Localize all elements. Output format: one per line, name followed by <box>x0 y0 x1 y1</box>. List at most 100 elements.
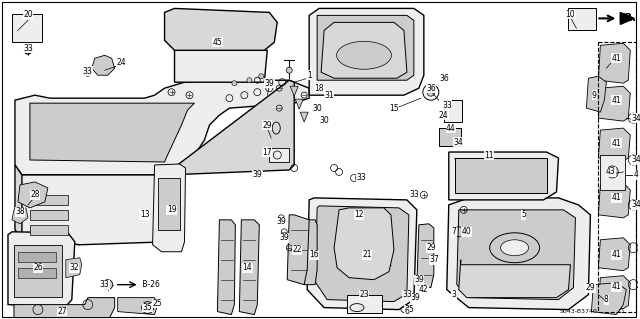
Text: 17: 17 <box>262 147 272 157</box>
Text: D: D <box>619 309 624 314</box>
Text: 23: 23 <box>359 290 369 299</box>
Text: 35: 35 <box>404 305 414 314</box>
Text: 34: 34 <box>632 155 640 165</box>
Circle shape <box>606 166 618 178</box>
Ellipse shape <box>490 233 540 263</box>
Polygon shape <box>218 220 236 315</box>
Polygon shape <box>175 50 268 82</box>
Text: 40: 40 <box>462 227 472 236</box>
Circle shape <box>145 305 150 311</box>
Polygon shape <box>152 164 186 252</box>
Polygon shape <box>591 283 627 315</box>
Polygon shape <box>317 15 414 80</box>
Polygon shape <box>598 183 630 218</box>
Text: 25: 25 <box>153 299 163 308</box>
Polygon shape <box>447 198 590 310</box>
Text: 29: 29 <box>426 243 436 252</box>
Circle shape <box>247 78 252 83</box>
Polygon shape <box>15 165 80 245</box>
Polygon shape <box>239 220 259 315</box>
Text: 38: 38 <box>15 207 25 216</box>
Text: 16: 16 <box>309 250 319 259</box>
Bar <box>157 178 179 230</box>
Polygon shape <box>321 22 407 78</box>
Circle shape <box>24 46 32 54</box>
Polygon shape <box>449 152 559 200</box>
Circle shape <box>103 280 113 290</box>
Polygon shape <box>164 8 277 50</box>
Polygon shape <box>304 220 317 285</box>
Bar <box>598 42 636 312</box>
Bar <box>439 128 461 146</box>
Polygon shape <box>168 80 294 175</box>
Text: 39: 39 <box>414 275 424 284</box>
Text: 5: 5 <box>521 210 526 219</box>
Bar <box>18 252 56 262</box>
Polygon shape <box>459 260 570 298</box>
Text: 18: 18 <box>314 84 324 93</box>
Polygon shape <box>12 208 28 224</box>
Text: 30: 30 <box>312 104 322 113</box>
Polygon shape <box>598 128 630 161</box>
Polygon shape <box>66 258 82 278</box>
Bar <box>14 245 62 297</box>
Text: 41: 41 <box>611 282 621 291</box>
Text: 1: 1 <box>307 71 312 80</box>
Bar <box>269 148 289 162</box>
Bar <box>568 8 596 30</box>
Bar <box>444 100 461 122</box>
Text: 37: 37 <box>429 255 438 264</box>
Bar <box>18 268 56 278</box>
Polygon shape <box>620 12 634 24</box>
Text: 13: 13 <box>140 210 149 219</box>
Text: 42: 42 <box>419 285 429 294</box>
Text: 36: 36 <box>426 84 436 93</box>
Text: 33: 33 <box>442 101 452 110</box>
Polygon shape <box>309 8 424 95</box>
Text: 12: 12 <box>355 210 364 219</box>
Text: 33: 33 <box>83 67 93 76</box>
Polygon shape <box>307 198 417 310</box>
Text: 39: 39 <box>264 79 274 88</box>
Text: 34: 34 <box>454 137 463 146</box>
Text: 33: 33 <box>356 174 366 182</box>
Polygon shape <box>598 86 630 121</box>
Circle shape <box>232 81 237 86</box>
Text: 9: 9 <box>592 91 597 100</box>
Polygon shape <box>315 206 409 301</box>
Text: 24: 24 <box>117 58 127 67</box>
Polygon shape <box>92 55 115 75</box>
Polygon shape <box>457 210 575 300</box>
Polygon shape <box>598 43 630 83</box>
Text: 35: 35 <box>143 303 152 312</box>
Polygon shape <box>22 165 177 245</box>
Bar <box>347 295 382 313</box>
Polygon shape <box>18 182 48 208</box>
Ellipse shape <box>337 41 392 69</box>
Polygon shape <box>417 224 434 288</box>
Text: 41: 41 <box>611 193 621 202</box>
Polygon shape <box>8 232 75 308</box>
Text: 11: 11 <box>484 151 493 160</box>
Ellipse shape <box>500 240 529 256</box>
Polygon shape <box>118 298 157 315</box>
Text: 39: 39 <box>410 293 420 302</box>
Text: 39: 39 <box>252 170 262 180</box>
Text: 20: 20 <box>23 10 33 19</box>
Text: 30: 30 <box>319 115 329 125</box>
Text: 27: 27 <box>57 307 67 316</box>
Text: 34: 34 <box>632 114 640 122</box>
Text: 29: 29 <box>426 243 436 252</box>
Circle shape <box>427 88 435 96</box>
Text: S043-B3740: S043-B3740 <box>559 309 597 314</box>
Circle shape <box>286 67 292 73</box>
Text: 41: 41 <box>611 96 621 105</box>
Text: B-26: B-26 <box>140 280 159 289</box>
Polygon shape <box>586 76 606 112</box>
Polygon shape <box>598 276 630 308</box>
Text: 33: 33 <box>409 190 419 199</box>
Text: 28: 28 <box>30 190 40 199</box>
Text: 19: 19 <box>167 205 177 214</box>
Bar <box>455 158 547 193</box>
Polygon shape <box>295 99 303 109</box>
